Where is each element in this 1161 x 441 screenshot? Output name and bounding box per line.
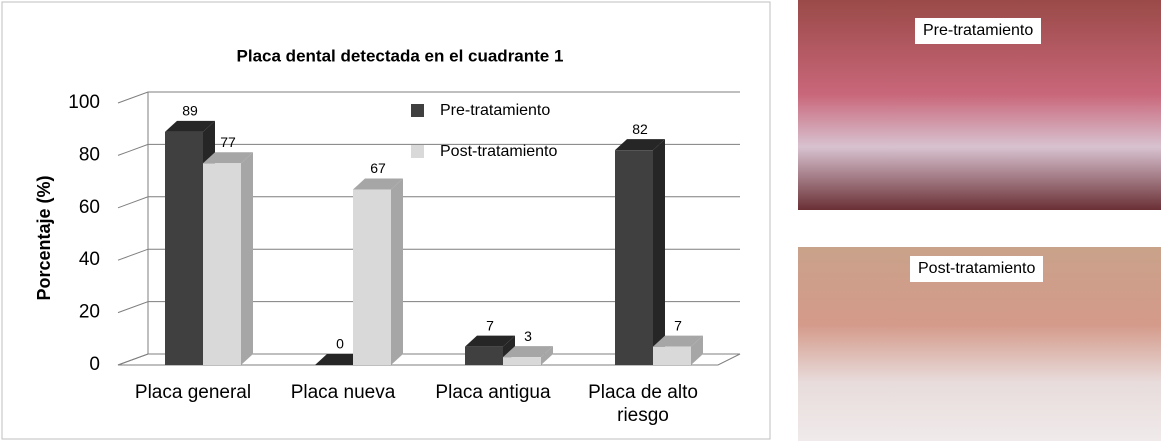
data-label: 7 <box>486 317 494 333</box>
bar-side <box>653 139 665 365</box>
photo-label: Pre-tratamiento <box>915 18 1041 44</box>
data-label: 89 <box>182 103 198 119</box>
y-tick-label: 20 <box>79 302 100 323</box>
x-tick-label: Placa nueva <box>273 381 413 404</box>
bar <box>353 189 391 365</box>
legend-swatch <box>411 104 424 117</box>
y-tick-label: 60 <box>79 197 100 218</box>
y-tick-label: 80 <box>79 144 100 165</box>
photo-label: Post-tratamiento <box>910 256 1043 282</box>
data-label: 82 <box>632 121 648 137</box>
bar <box>503 357 541 365</box>
bar-side <box>241 152 253 365</box>
legend-label: Pre-tratamiento <box>440 102 550 119</box>
x-tick-label: Placa general <box>123 381 263 404</box>
y-tick-label: 0 <box>89 354 100 375</box>
y-tick-label: 100 <box>68 92 100 113</box>
data-label: 77 <box>220 134 236 150</box>
y-tick-label: 40 <box>79 249 100 270</box>
bar <box>465 347 503 365</box>
x-tick-label: Placa de alto riesgo <box>573 381 713 427</box>
data-label: 0 <box>336 336 344 352</box>
bar <box>165 132 203 365</box>
chart: Placa dental detectada en el cuadrante 1… <box>0 0 1161 441</box>
chart-title: Placa dental detectada en el cuadrante 1 <box>237 46 564 65</box>
data-label: 7 <box>674 317 682 333</box>
legend-label: Post-tratamiento <box>440 143 557 160</box>
x-tick-label: Placa antigua <box>423 381 563 404</box>
data-label: 67 <box>370 160 386 176</box>
bar <box>615 150 653 365</box>
data-label: 3 <box>524 328 532 344</box>
bar <box>653 347 691 365</box>
page: Placa dental detectada en el cuadrante 1… <box>0 0 1161 441</box>
y-axis-label: Porcentaje (%) <box>34 175 54 300</box>
legend-swatch <box>411 145 424 158</box>
bar <box>203 163 241 365</box>
bar-side <box>391 178 403 365</box>
